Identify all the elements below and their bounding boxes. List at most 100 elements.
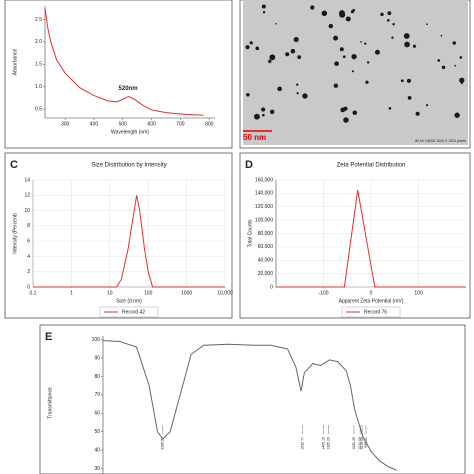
- y-tick-label: 8: [27, 223, 30, 229]
- particle: [387, 11, 392, 16]
- particle: [310, 5, 315, 10]
- y-tick-label: 100: [92, 337, 101, 343]
- y-tick-label: 50: [94, 429, 100, 435]
- particle: [454, 112, 460, 118]
- y-tick-label: 2: [27, 269, 30, 275]
- panel-letter: C: [10, 159, 18, 171]
- x-tick-label: 10,000: [217, 290, 233, 296]
- y-tick-label: 0: [27, 284, 30, 290]
- peak-label: 1080.25: [352, 437, 356, 450]
- y-tick-label: 80,000: [258, 231, 274, 237]
- particle: [297, 55, 302, 60]
- y-tick-label: 1.0: [35, 84, 42, 90]
- particle: [261, 107, 266, 112]
- particle: [293, 36, 299, 43]
- particle: [345, 16, 351, 22]
- particle: [459, 56, 463, 59]
- y-tick-label: 90: [94, 355, 100, 361]
- particle: [342, 55, 346, 59]
- x-tick-label: 1: [70, 290, 73, 296]
- x-tick-label: 100: [414, 290, 423, 296]
- legend-box: [341, 306, 401, 318]
- particle: [343, 117, 349, 123]
- y-tick-label: 20,000: [258, 271, 274, 277]
- annotation: 520nm: [119, 86, 138, 92]
- peak-label: 3286.87: [161, 437, 165, 450]
- x-axis-label: Apparent Zeta Potential (mV): [339, 298, 404, 304]
- particle: [380, 12, 384, 17]
- particle: [454, 64, 457, 67]
- particle: [321, 10, 328, 16]
- x-tick-label: 400: [90, 121, 99, 127]
- legend-box: [99, 306, 159, 318]
- particle: [452, 41, 456, 45]
- particle: [415, 111, 420, 116]
- particle: [425, 104, 429, 107]
- particle: [246, 92, 250, 97]
- y-tick-label: 60,000: [258, 244, 274, 250]
- peak-label: 1019.08: [360, 437, 364, 450]
- y-tick-label: 1.5: [35, 62, 42, 68]
- y-axis-label: Transmittance: [47, 387, 53, 419]
- tem-image: [243, 0, 468, 145]
- particle: [269, 109, 275, 115]
- y-tick-label: 2.0: [35, 39, 42, 45]
- particle: [253, 113, 260, 120]
- y-tick-label: 80: [94, 374, 100, 380]
- particle: [391, 36, 394, 39]
- panel-frame: [4, 0, 233, 149]
- particle: [441, 65, 446, 70]
- peak-label: 1405.16: [322, 437, 326, 450]
- particle: [407, 95, 412, 100]
- chart-title: Size Distribution by Intensity: [91, 163, 166, 169]
- particle: [374, 49, 380, 55]
- y-tick-label: 40: [94, 447, 100, 453]
- y-axis-label: Absorbance: [12, 48, 18, 75]
- y-tick-label: 0: [270, 284, 273, 290]
- y-tick-label: 0.5: [35, 106, 42, 112]
- y-tick-label: 4: [27, 254, 30, 260]
- particle: [255, 46, 260, 51]
- particle: [268, 59, 272, 64]
- particle: [440, 34, 443, 37]
- y-tick-label: 160,000: [255, 177, 273, 183]
- particle: [245, 45, 250, 50]
- peak-label: 1638.77: [301, 437, 305, 450]
- particle: [400, 79, 404, 83]
- nanoparticles: [245, 4, 465, 123]
- legend-label: Record 76: [364, 309, 387, 315]
- y-axis-label: Total Counts: [247, 219, 253, 247]
- particle: [290, 48, 296, 54]
- peak-label: 990.21: [364, 437, 368, 448]
- particle: [340, 107, 346, 113]
- x-tick-label: 10: [107, 290, 113, 296]
- particle: [360, 40, 362, 43]
- particle: [406, 78, 411, 83]
- scale-label: 50 nm: [243, 133, 266, 142]
- x-tick-label: 700: [176, 121, 185, 127]
- particle: [352, 110, 358, 116]
- particle: [302, 93, 308, 99]
- particle: [333, 83, 339, 88]
- particle: [388, 107, 392, 110]
- particle: [334, 61, 339, 67]
- y-tick-label: 70: [94, 392, 100, 398]
- panel-letter: D: [245, 159, 253, 171]
- particle: [437, 59, 441, 62]
- particle: [328, 23, 334, 29]
- peak-label: 1024.09: [358, 437, 362, 450]
- particle: [296, 92, 299, 95]
- y-tick-label: 120,000: [255, 204, 273, 210]
- panel-frame: [239, 152, 471, 319]
- chart-title: Zeta Potential Distribution: [337, 163, 406, 169]
- particle: [277, 86, 283, 92]
- x-tick-label: 800: [205, 121, 214, 127]
- particle: [351, 70, 354, 73]
- series-line: [102, 340, 397, 471]
- particle: [339, 10, 345, 16]
- particle: [412, 44, 417, 48]
- panel-letter: E: [45, 331, 52, 343]
- particle: [387, 19, 390, 22]
- y-tick-label: 30: [94, 466, 100, 472]
